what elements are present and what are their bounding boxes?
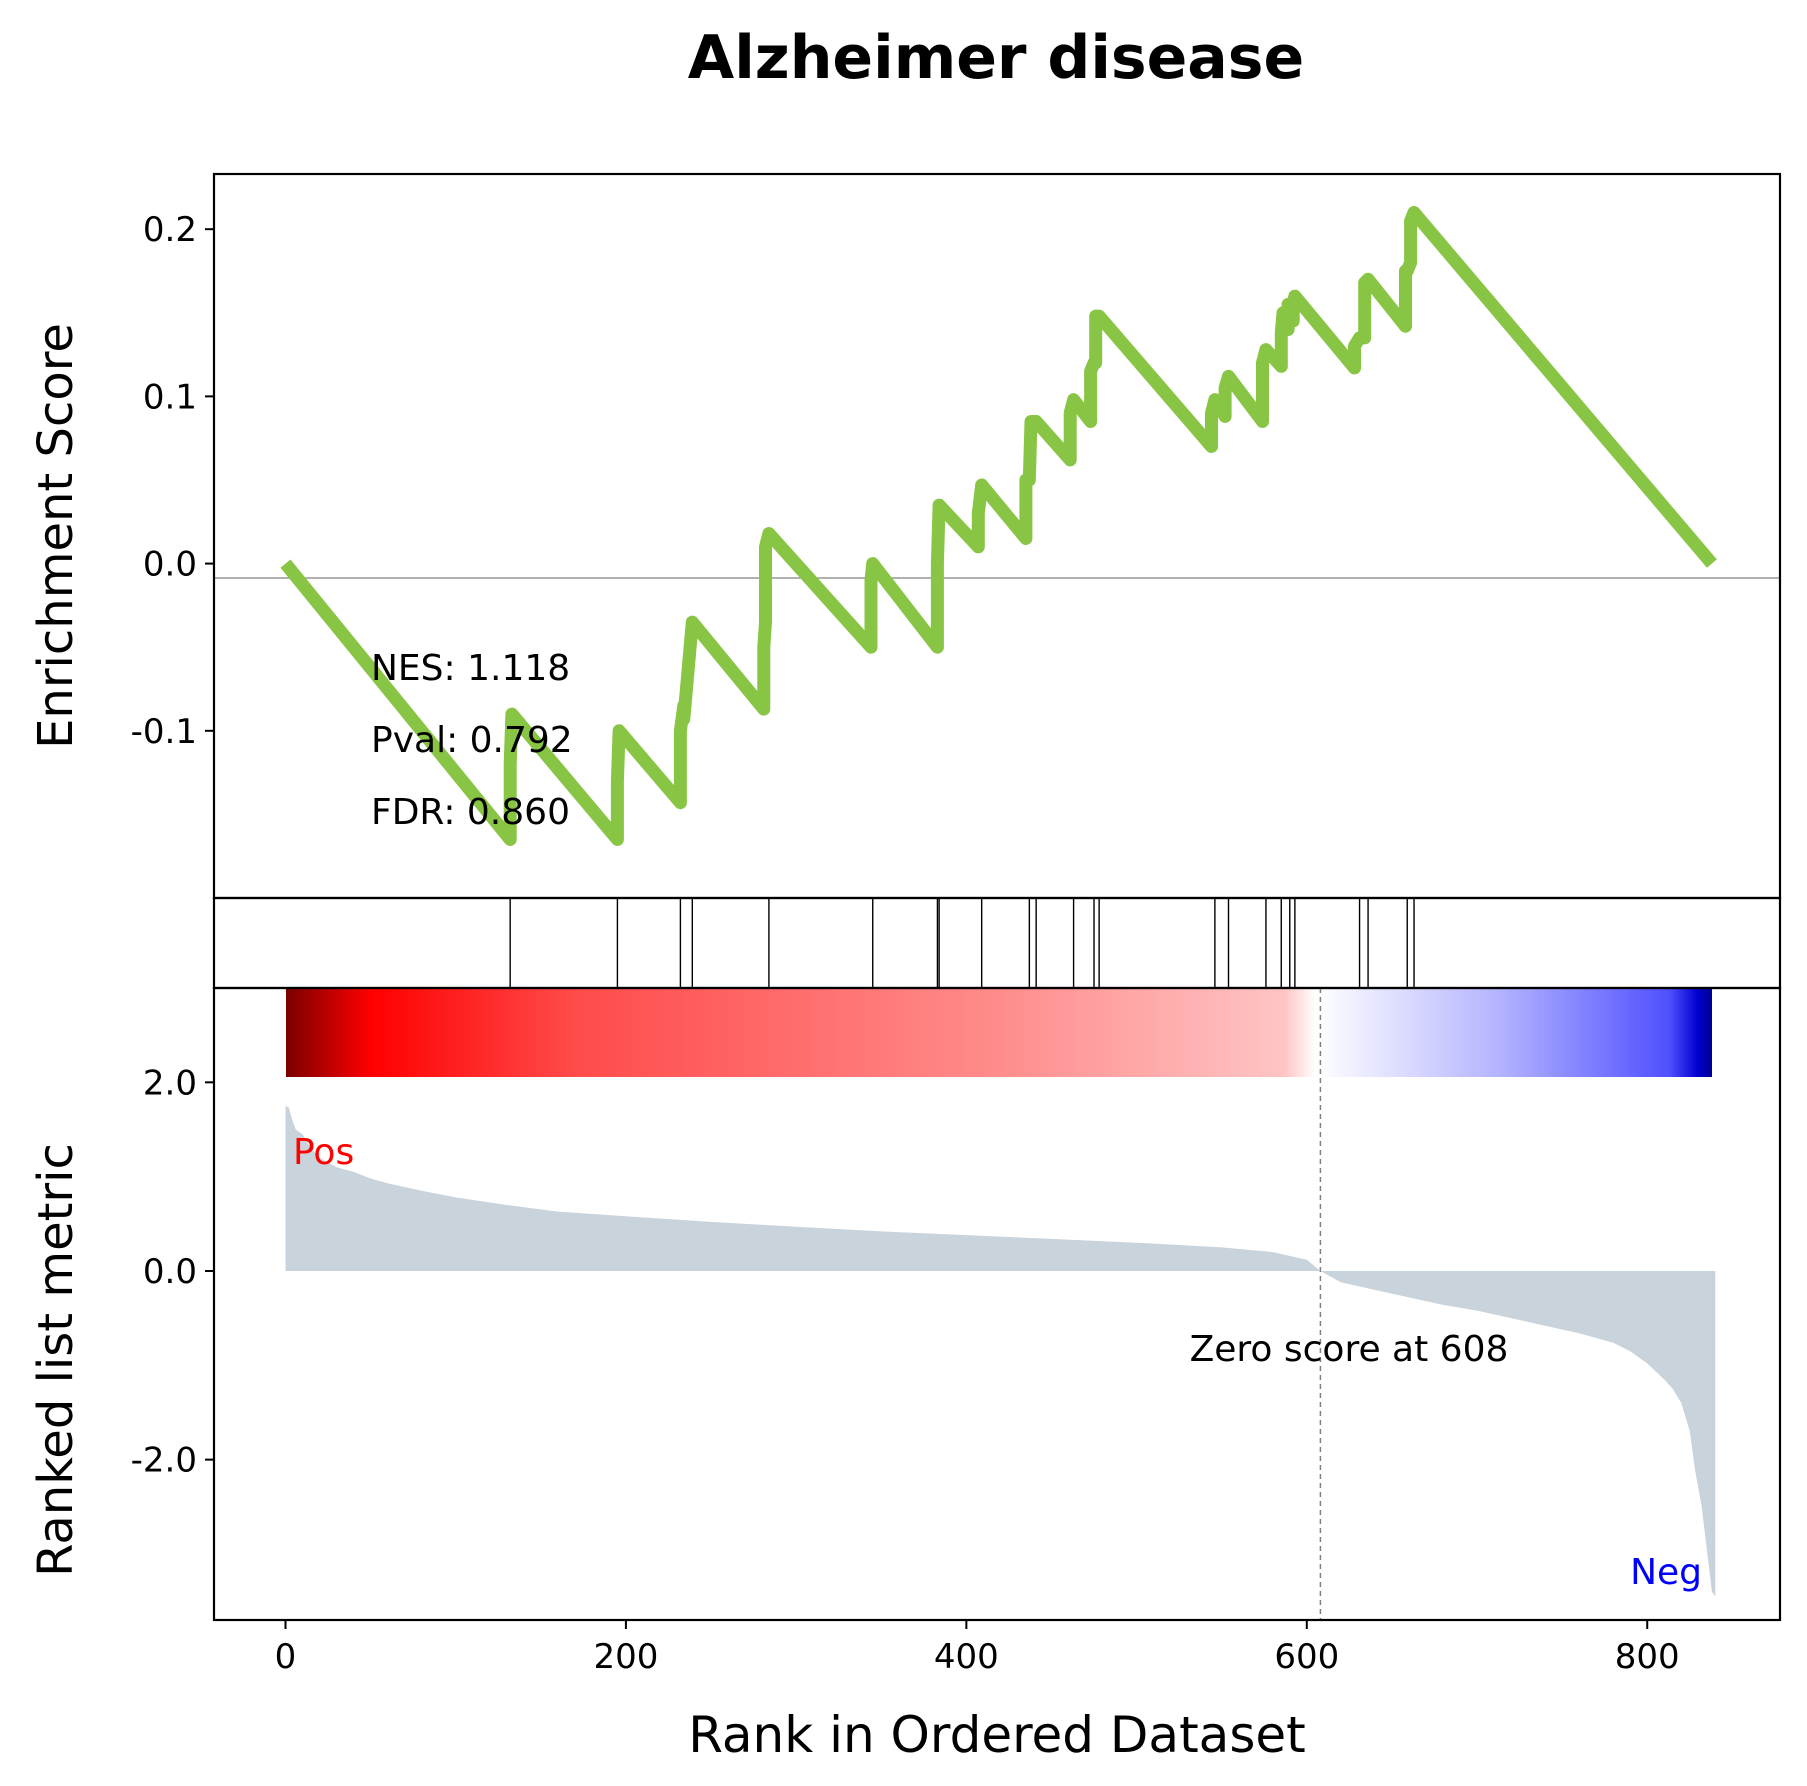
x-tick-label: 600 — [1274, 1637, 1339, 1677]
rank-heatmap-bar — [286, 988, 1712, 1077]
nes-annotation: NES: 1.118 — [371, 648, 570, 689]
x-axis-label: Rank in Ordered Dataset — [688, 1706, 1305, 1764]
hits-panel — [509, 898, 1415, 988]
rank-y-ticks: -2.0 0.0 2.0 — [131, 1063, 214, 1481]
x-tick-label: 400 — [934, 1637, 999, 1677]
chart-title: Alzheimer disease — [688, 23, 1304, 93]
x-tick-label: 800 — [1615, 1637, 1680, 1677]
es-panel-frame — [212, 172, 1782, 900]
es-series-line — [280, 206, 1717, 846]
neg-label: Neg — [1630, 1552, 1702, 1593]
ranked-metric-area — [285, 1105, 1716, 1597]
x-tick-label: 0 — [275, 1637, 297, 1677]
ranked-panel: Zero score at 608 Pos Neg -2.0 0.0 2.0 Ran… — [28, 988, 1716, 1620]
x-ticks: 0 200 400 600 800 — [275, 1620, 1680, 1677]
es-y-ticks: -0.1 0.0 0.1 0.2 — [131, 210, 214, 752]
rank-y-tick-label: 0.0 — [143, 1252, 197, 1292]
enrichment-panel: NES: 1.118 Pval: 0.792 FDR: 0.860 -0.1 0.… — [28, 206, 1780, 846]
es-y-tick-label: 0.0 — [143, 545, 197, 585]
es-y-tick-label: -0.1 — [131, 712, 197, 752]
rank-y-axis-label: Ranked list metric — [28, 1143, 84, 1577]
pos-label: Pos — [293, 1132, 354, 1173]
es-y-axis-label: Enrichment Score — [28, 323, 84, 749]
pval-annotation: Pval: 0.792 — [371, 720, 573, 761]
es-y-tick-label: 0.2 — [143, 210, 197, 250]
rank-y-tick-label: -2.0 — [131, 1441, 197, 1481]
rank-y-tick-label: 2.0 — [143, 1063, 197, 1103]
rank-panel-frame — [212, 986, 1782, 1622]
hits-panel-frame — [212, 896, 1782, 990]
fdr-annotation: FDR: 0.860 — [371, 792, 570, 833]
x-tick-label: 200 — [593, 1637, 658, 1677]
es-y-tick-label: 0.1 — [143, 377, 197, 417]
zero-score-label: Zero score at 608 — [1190, 1329, 1509, 1370]
